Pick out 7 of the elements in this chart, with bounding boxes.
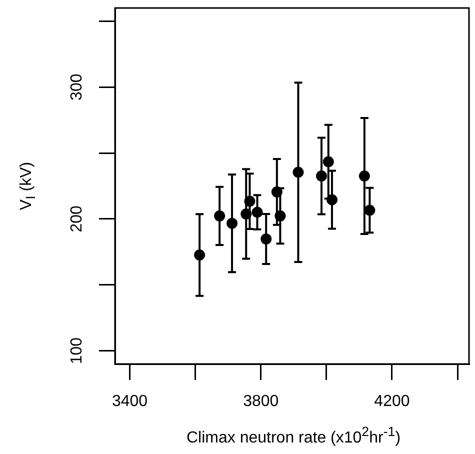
y-tick-label: 100 bbox=[68, 337, 86, 364]
y-tick-label: 200 bbox=[68, 206, 86, 232]
x-tick-label: 4200 bbox=[374, 393, 410, 410]
x-tick-label: 3800 bbox=[243, 393, 279, 410]
x-tick-label: 3400 bbox=[112, 393, 148, 410]
y-tick-label: 300 bbox=[68, 74, 86, 100]
x-axis-title: Climax neutron rate (x10$^{2}$hr$^{-1}$) bbox=[185, 424, 402, 448]
